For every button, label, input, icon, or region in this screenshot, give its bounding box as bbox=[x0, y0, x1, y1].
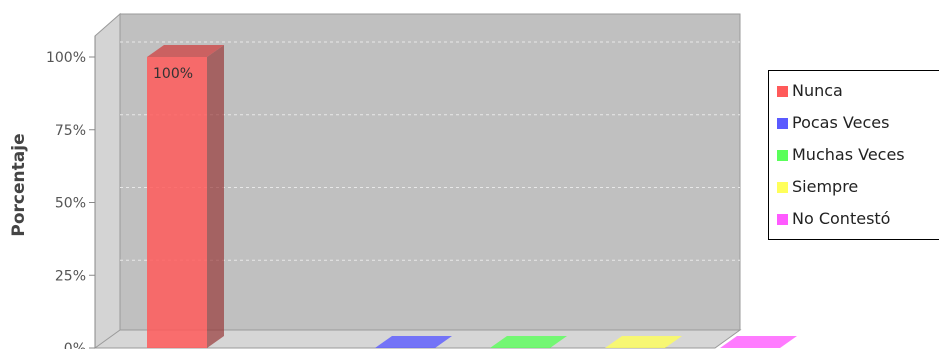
legend-item: Muchas Veces bbox=[777, 145, 905, 165]
bar-top-shade bbox=[147, 45, 224, 57]
plot-side-wall bbox=[94, 12, 121, 349]
legend-swatch bbox=[777, 118, 788, 129]
legend-item: Siempre bbox=[777, 177, 858, 197]
bar-1 bbox=[375, 336, 452, 348]
bar-flat bbox=[720, 336, 797, 348]
legend-swatch bbox=[777, 214, 788, 225]
bar-flat bbox=[490, 336, 567, 348]
y-tick-label: 75% bbox=[55, 123, 86, 139]
bar-3 bbox=[605, 336, 682, 348]
y-axis-label: Porcentaje bbox=[9, 133, 29, 236]
bar-flat bbox=[605, 336, 682, 348]
bar-flat bbox=[375, 336, 452, 348]
y-axis-ticks: 0% 25% 50% 75% 100% bbox=[46, 50, 95, 349]
bar-top bbox=[147, 45, 224, 57]
legend-label: Siempre bbox=[792, 177, 859, 196]
bar-2 bbox=[490, 336, 567, 348]
legend-item: No Contestó bbox=[777, 209, 890, 229]
legend-label: Nunca bbox=[792, 81, 843, 100]
bar-data-label: 100% bbox=[153, 66, 193, 82]
bars: 100% bbox=[147, 45, 797, 348]
legend-item: Pocas Veces bbox=[777, 113, 889, 133]
legend: Nunca Pocas Veces Muchas Veces Siempre No Co… bbox=[768, 70, 939, 240]
bar-side-shade bbox=[207, 45, 224, 348]
legend-label: Muchas Veces bbox=[792, 145, 905, 164]
legend-swatch bbox=[777, 86, 788, 97]
legend-label: Pocas Veces bbox=[792, 113, 890, 132]
y-tick-label: 100% bbox=[46, 50, 86, 66]
bar-0: 100% bbox=[147, 45, 224, 348]
legend-item: Nunca bbox=[777, 81, 843, 101]
bar-side bbox=[207, 45, 224, 348]
legend-swatch bbox=[777, 182, 788, 193]
legend-label: No Contestó bbox=[792, 209, 891, 228]
bar-4 bbox=[720, 336, 797, 348]
bar-front bbox=[147, 57, 207, 348]
y-tick-label: 50% bbox=[55, 196, 86, 212]
y-tick-label: 25% bbox=[55, 268, 86, 284]
y-tick-label: 0% bbox=[64, 341, 86, 349]
legend-swatch bbox=[777, 150, 788, 161]
